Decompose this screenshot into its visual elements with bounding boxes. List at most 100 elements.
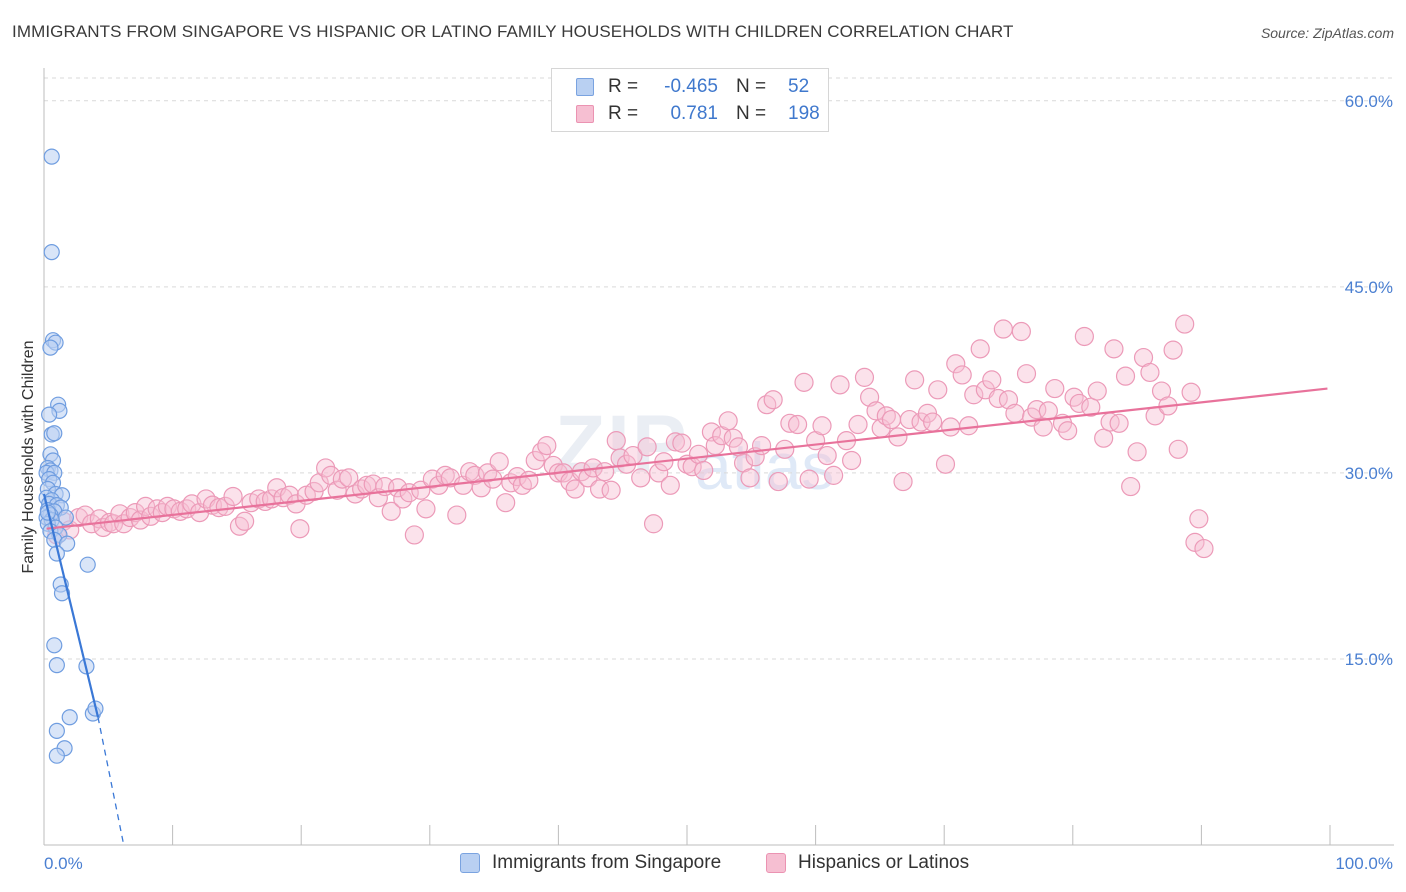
scatter-point-singapore <box>79 556 96 573</box>
scatter-point-hispanics <box>941 417 961 437</box>
x-tick-label-min: 0.0% <box>44 854 83 873</box>
legend-r-label: R = <box>608 103 639 124</box>
legend-swatch-pink <box>576 105 594 123</box>
scatter-point-hispanics <box>1189 509 1209 529</box>
scatter-point-singapore <box>61 709 78 726</box>
legend-swatch-blue <box>576 78 594 96</box>
scatter-point-hispanics <box>1163 340 1183 360</box>
scatter-point-hispanics <box>1069 393 1089 414</box>
legend-r-value: 0.781 <box>670 103 718 124</box>
scatter-point-singapore <box>41 406 58 423</box>
gridlines <box>44 77 1394 660</box>
y-axis-label: Family Households with Children <box>20 341 37 574</box>
legend-row-hispanics: R = 0.781 N = 198 <box>576 103 820 125</box>
series-swatch-blue <box>460 853 480 873</box>
correlation-legend: R = -0.465 N = 52 R = 0.781 N = 198 <box>551 68 829 132</box>
scatter-point-hispanics <box>1045 378 1065 399</box>
scatter-point-hispanics <box>1104 339 1124 359</box>
scatter-point-singapore <box>43 244 60 261</box>
scatter-point-hispanics <box>1094 428 1114 448</box>
scatter-point-hispanics <box>952 365 972 385</box>
scatter-point-hispanics <box>606 431 626 451</box>
scatter-point-hispanics <box>718 411 738 431</box>
scatter-point-hispanics <box>763 390 783 410</box>
scatter-point-hispanics <box>824 465 844 485</box>
chart-title: IMMIGRANTS FROM SINGAPORE VS HISPANIC OR… <box>12 22 1014 41</box>
scatter-point-hispanics <box>928 380 948 400</box>
series-legend-label: Immigrants from Singapore <box>492 852 722 873</box>
scatter-point-hispanics <box>812 416 832 436</box>
scatter-point-hispanics <box>643 514 664 534</box>
scatter-point-hispanics <box>537 436 557 456</box>
series-legend-hispanics[interactable]: Hispanics or Latinos <box>766 852 969 874</box>
series-hispanics-points <box>47 314 1214 559</box>
scatter-point-hispanics <box>1058 421 1078 441</box>
y-tick-label: 45.0% <box>1345 278 1393 297</box>
y-tick-label: 60.0% <box>1345 92 1393 111</box>
scatter-point-hispanics <box>290 519 310 539</box>
scatter-point-hispanics <box>848 414 868 435</box>
scatter-point-hispanics <box>799 469 819 489</box>
scatter-point-hispanics <box>1140 362 1160 383</box>
scatter-point-singapore <box>59 535 76 552</box>
scatter-point-hispanics <box>1181 382 1201 402</box>
scatter-point-hispanics <box>381 501 401 521</box>
scatter-point-hispanics <box>404 525 424 545</box>
trend-line-hispanics <box>46 387 1328 530</box>
series-singapore-points <box>38 148 104 764</box>
watermark-zip: ZIP <box>555 398 689 492</box>
scatter-point-hispanics <box>478 463 498 483</box>
y-tick-label: 30.0% <box>1345 464 1393 483</box>
scatter-point-singapore <box>48 747 65 764</box>
scatter-point-hispanics <box>964 385 984 405</box>
scatter-point-hispanics <box>1115 366 1136 386</box>
scatter-point-hispanics <box>649 463 669 483</box>
legend-row-singapore: R = -0.465 N = 52 <box>576 76 809 98</box>
scatter-point-hispanics <box>135 496 156 516</box>
scatter-point-hispanics <box>672 433 692 453</box>
scatter-point-hispanics <box>631 468 651 488</box>
scatter-point-hispanics <box>416 499 436 519</box>
series-legend-label: Hispanics or Latinos <box>798 852 970 873</box>
watermark-atlas: atlas <box>695 429 835 503</box>
scatter-point-hispanics <box>905 370 925 390</box>
scatter-point-hispanics <box>1087 381 1107 401</box>
scatter-point-hispanics <box>893 471 913 492</box>
scatter-point-hispanics <box>223 486 243 507</box>
scatter-point-hispanics <box>235 511 255 531</box>
scatter-point-hispanics <box>694 460 714 481</box>
scatter-point-hispanics <box>327 480 347 500</box>
scatter-point-hispanics <box>993 319 1013 339</box>
scatter-point-hispanics <box>411 480 431 500</box>
scatter-point-hispanics <box>388 478 408 498</box>
scatter-point-hispanics <box>1168 439 1188 459</box>
scatter-point-singapore <box>53 585 71 602</box>
scatter-point-hispanics <box>1064 387 1084 407</box>
scatter-point-hispanics <box>209 498 229 518</box>
scatter-point-hispanics <box>489 452 509 472</box>
scatter-point-hispanics <box>1005 403 1025 423</box>
scatter-point-hispanics <box>768 471 788 492</box>
scatter-point-hispanics <box>1016 364 1037 384</box>
axes <box>43 68 1394 846</box>
trend-line-singapore-extrapolated <box>97 717 125 846</box>
scatter-point-hispanics <box>988 388 1008 409</box>
y-tick-label: 15.0% <box>1345 650 1393 669</box>
scatter-point-hispanics <box>532 442 552 462</box>
scatter-point-hispanics <box>854 367 875 387</box>
trend-lines <box>42 387 1328 846</box>
series-legend-singapore[interactable]: Immigrants from Singapore <box>460 852 721 874</box>
scatter-point-hispanics <box>1194 538 1214 559</box>
scatter-point-hispanics <box>496 493 516 513</box>
scatter-point-hispanics <box>780 413 800 433</box>
scatter-point-hispanics <box>830 375 850 395</box>
scatter-point-hispanics <box>982 370 1002 390</box>
legend-n-label: N = <box>736 103 767 124</box>
scatter-point-hispanics <box>637 437 657 457</box>
scatter-point-singapore <box>48 657 65 674</box>
scatter-point-hispanics <box>899 409 920 430</box>
scatter-point-hispanics <box>447 505 467 525</box>
scatter-point-singapore <box>46 425 63 442</box>
scatter-point-hispanics <box>740 468 760 488</box>
source-label: Source: ZipAtlas.com <box>1260 25 1394 41</box>
